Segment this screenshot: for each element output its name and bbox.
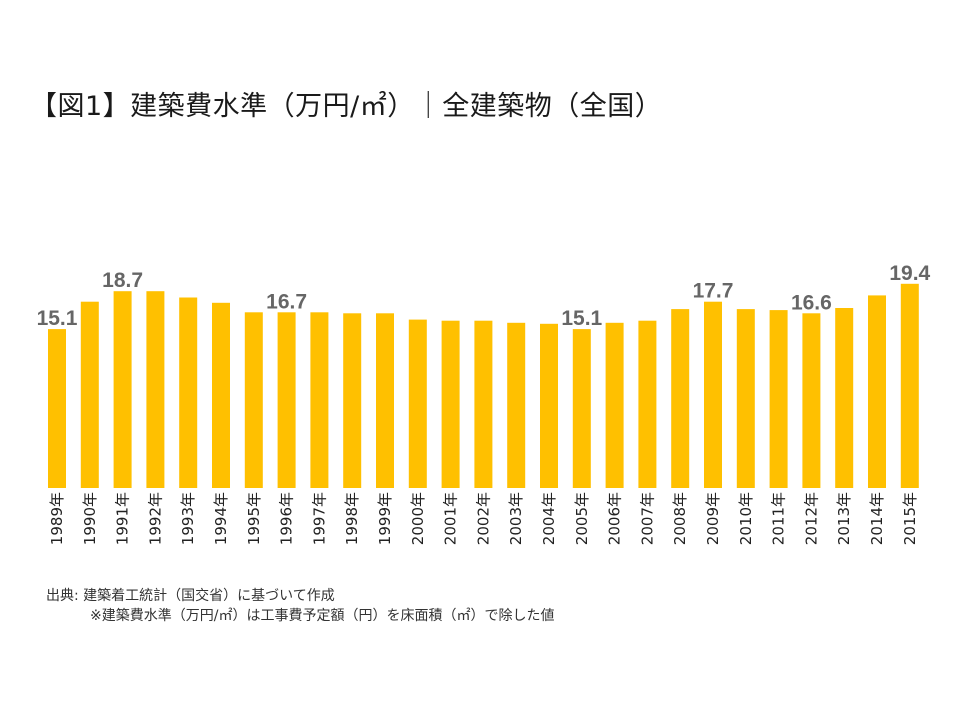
bar-series xyxy=(48,283,919,488)
bar-2008年 xyxy=(671,309,690,488)
data-label: 18.7 xyxy=(102,269,143,292)
x-tick-label: 1995年 xyxy=(245,492,263,545)
data-label: 15.1 xyxy=(561,307,602,330)
x-tick-label: 1999年 xyxy=(376,492,394,545)
x-tick-label: 1989年 xyxy=(48,492,66,545)
bar-1997年 xyxy=(310,312,329,488)
x-tick-label: 2009年 xyxy=(704,492,722,545)
x-tick-label: 1994年 xyxy=(212,492,230,545)
bar-1990年 xyxy=(80,301,99,488)
x-tick-label: 2001年 xyxy=(442,492,460,545)
bar-1992年 xyxy=(146,291,165,488)
bar-2007年 xyxy=(638,320,657,488)
x-tick-label: 2003年 xyxy=(507,492,525,545)
data-label: 16.7 xyxy=(266,290,307,313)
bar-2003年 xyxy=(507,322,526,488)
data-label: 16.6 xyxy=(791,291,832,314)
x-tick-label: 1998年 xyxy=(343,492,361,545)
x-tick-label: 1997年 xyxy=(310,492,328,545)
x-tick-label: 2015年 xyxy=(901,492,919,545)
x-tick-label: 2008年 xyxy=(671,492,689,545)
bar-2015年 xyxy=(900,283,919,488)
x-tick-label: 1993年 xyxy=(179,492,197,545)
x-tick-label: 2004年 xyxy=(540,492,558,545)
bar-1998年 xyxy=(343,313,362,488)
bar-1995年 xyxy=(244,312,263,488)
x-tick-label: 2007年 xyxy=(638,492,656,545)
data-label: 17.7 xyxy=(693,280,734,303)
x-tick-label: 2002年 xyxy=(474,492,492,545)
bar-2013年 xyxy=(835,308,854,488)
x-tick-label: 2014年 xyxy=(868,492,886,545)
bar-2009年 xyxy=(704,301,722,488)
bar-2002年 xyxy=(474,320,493,488)
bar-2011年 xyxy=(769,310,788,488)
bar-2010年 xyxy=(736,309,755,488)
x-tick-label: 1990年 xyxy=(81,492,99,545)
x-tick-label: 2011年 xyxy=(770,492,788,545)
source-note: 出典: 建築着工統計（国交省）に基づいて作成 ※建築費水準（万円/㎡）は工事費予… xyxy=(46,586,554,626)
x-tick-label: 1996年 xyxy=(278,492,296,545)
bar-2005年 xyxy=(572,329,591,488)
x-tick-label: 2010年 xyxy=(737,492,755,545)
x-axis-tick-labels: 1989年 1990年 1991年 1992年 1993年 1994年 1995年 1996年… xyxy=(48,492,919,545)
bar-1993年 xyxy=(179,297,198,488)
data-label: 15.1 xyxy=(37,307,78,330)
x-tick-label: 2013年 xyxy=(835,492,853,545)
bar-1989年 xyxy=(48,329,66,488)
x-tick-label: 2006年 xyxy=(606,492,624,545)
bar-2000年 xyxy=(408,319,427,488)
bar-1999年 xyxy=(376,313,394,488)
bar-2012年 xyxy=(802,313,821,488)
bar-1996年 xyxy=(277,312,296,488)
bar-2014年 xyxy=(868,295,886,488)
bar-2004年 xyxy=(540,323,558,488)
footnote-line: ※建築費水準（万円/㎡）は工事費予定額（円）を床面積（㎡）で除した値 xyxy=(90,608,555,624)
x-tick-label: 1992年 xyxy=(146,492,164,545)
x-tick-label: 2005年 xyxy=(573,492,591,545)
bar-1994年 xyxy=(212,302,230,488)
chart-title: 【図1】建築費水準（万円/㎡）｜全建築物（全国） xyxy=(30,91,663,122)
x-tick-label: 2000年 xyxy=(409,492,427,545)
bar-2001年 xyxy=(441,320,460,488)
x-tick-label: 1991年 xyxy=(114,492,132,545)
bar-2006年 xyxy=(605,322,624,488)
source-line: 出典: 建築着工統計（国交省）に基づいて作成 xyxy=(46,588,335,604)
x-tick-label: 2012年 xyxy=(802,492,820,545)
data-label: 19.4 xyxy=(889,262,930,285)
bar-1991年 xyxy=(113,291,132,488)
data-labels: 15.1 18.7 16.7 15.1 17.7 16.6 19.4 xyxy=(37,262,931,330)
